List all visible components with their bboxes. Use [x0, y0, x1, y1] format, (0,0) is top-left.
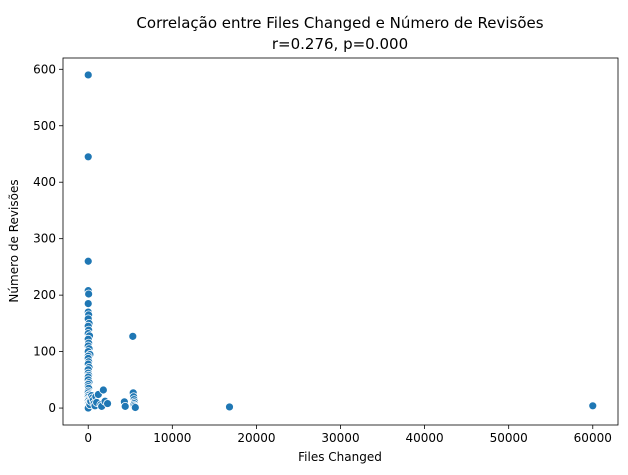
data-point — [130, 403, 140, 412]
x-tick-label: 0 — [84, 431, 92, 445]
data-point — [98, 385, 108, 395]
chart-subtitle: r=0.276, p=0.000 — [272, 35, 408, 53]
data-point — [128, 331, 138, 341]
x-axis-title: Files Changed — [298, 450, 382, 464]
x-tick-label: 40000 — [405, 431, 443, 445]
y-tick-label: 600 — [33, 62, 56, 76]
data-point — [83, 70, 93, 80]
data-point — [83, 256, 93, 266]
x-tick-label: 60000 — [574, 431, 612, 445]
y-tick-label: 0 — [48, 401, 56, 415]
data-point — [225, 402, 234, 412]
y-tick-label: 100 — [33, 345, 56, 359]
plot-area — [83, 70, 598, 413]
x-tick-label: 10000 — [153, 431, 191, 445]
data-point — [588, 401, 598, 411]
data-point — [83, 152, 93, 162]
x-tick-label: 20000 — [237, 431, 275, 445]
chart-title: Correlação entre Files Changed e Número … — [136, 14, 543, 32]
y-tick-label: 500 — [33, 119, 56, 133]
data-point — [103, 399, 112, 408]
y-tick-label: 300 — [33, 232, 56, 246]
data-point — [83, 299, 93, 309]
x-tick-label: 30000 — [321, 431, 359, 445]
y-tick-label: 200 — [33, 288, 56, 302]
data-point — [120, 401, 130, 411]
y-axis-title: Número de Revisões — [7, 179, 21, 302]
data-point — [84, 289, 94, 299]
y-tick-label: 400 — [33, 175, 56, 189]
x-tick-label: 50000 — [490, 431, 528, 445]
